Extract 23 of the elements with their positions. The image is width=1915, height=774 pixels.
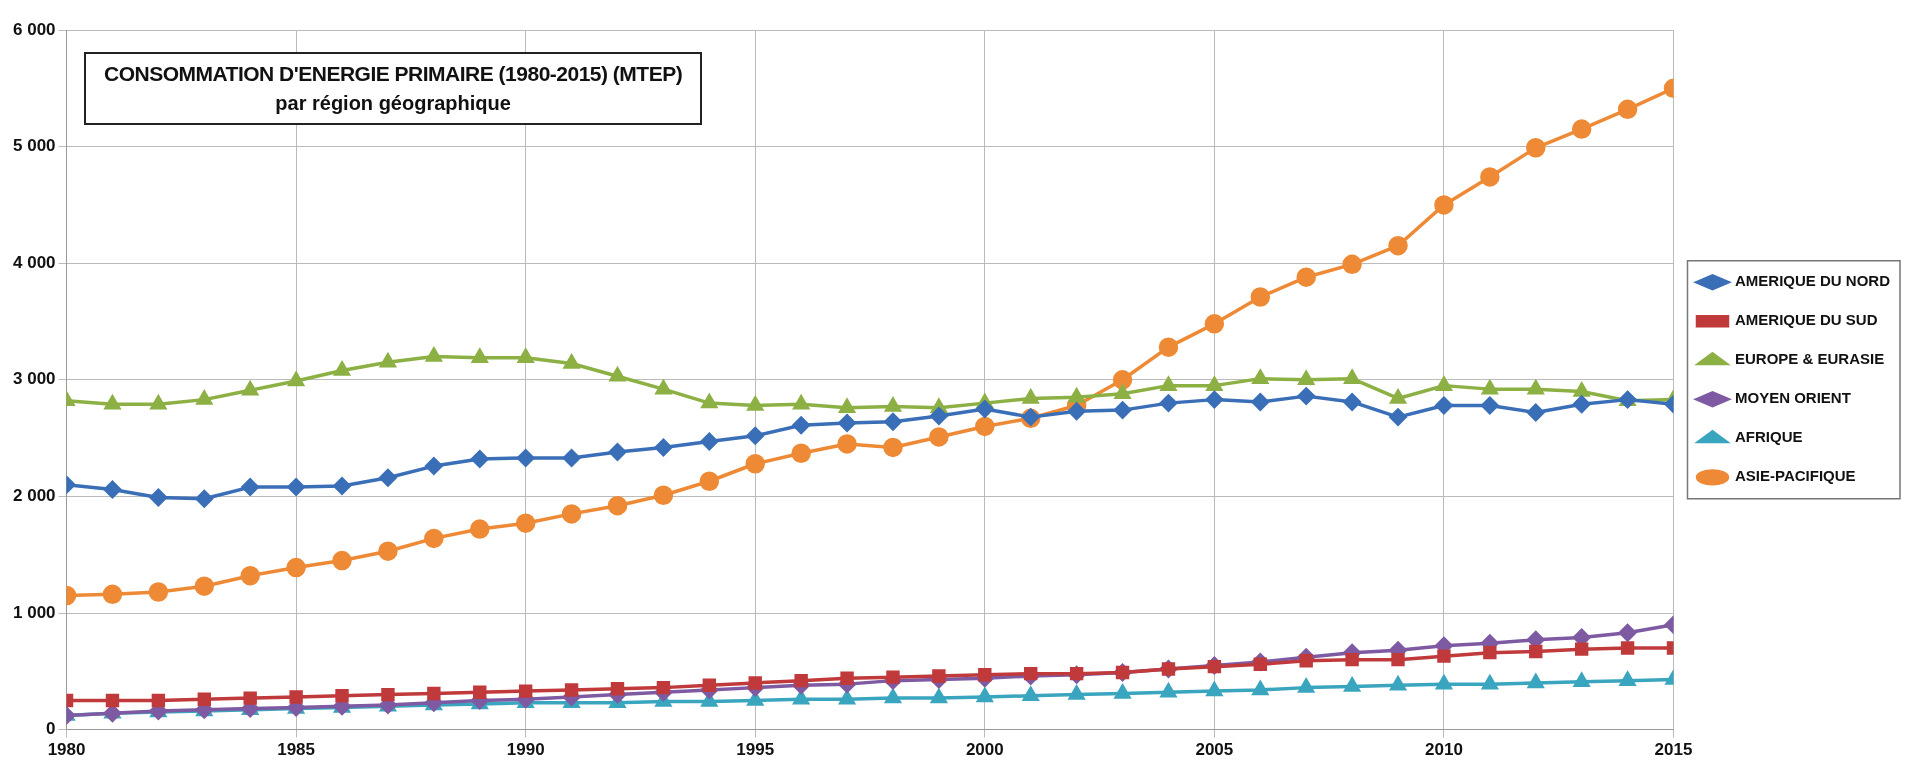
y-tick-label: 3 000 <box>12 369 56 389</box>
x-tick-label: 2005 <box>1195 740 1234 760</box>
text: CONSOMMATION D'ENERGIE PRIMAIRE (1980-2015) (MTEP) <box>104 62 683 86</box>
legend-label: ASIE-PACIFIQUE <box>1735 467 1856 485</box>
y-tick-label: 2 000 <box>12 486 56 506</box>
y-tick-label: 5 000 <box>12 136 56 156</box>
legend-label: MOYEN ORIENT <box>1735 389 1851 407</box>
y-tick-label: 6 000 <box>12 19 56 39</box>
legend-label: AMERIQUE DU SUD <box>1735 311 1878 329</box>
x-tick-label: 2010 <box>1425 740 1463 760</box>
x-tick-label: 1995 <box>736 740 775 760</box>
y-tick-label: 0 <box>46 719 56 739</box>
x-tick-label: 1980 <box>47 740 86 760</box>
legend-label: AFRIQUE <box>1735 428 1803 446</box>
x-tick-label: 1990 <box>506 740 545 760</box>
x-tick-label: 1985 <box>277 740 316 760</box>
legend-label: EUROPE & EURASIE <box>1735 350 1885 368</box>
y-tick-label: 1 000 <box>12 602 56 622</box>
x-tick-label: 2015 <box>1654 740 1693 760</box>
y-tick-label: 4 000 <box>12 252 56 272</box>
legend-label: AMERIQUE DU NORD <box>1735 272 1891 290</box>
x-tick-label: 2000 <box>965 740 1004 760</box>
text: par région géographique <box>274 92 512 115</box>
